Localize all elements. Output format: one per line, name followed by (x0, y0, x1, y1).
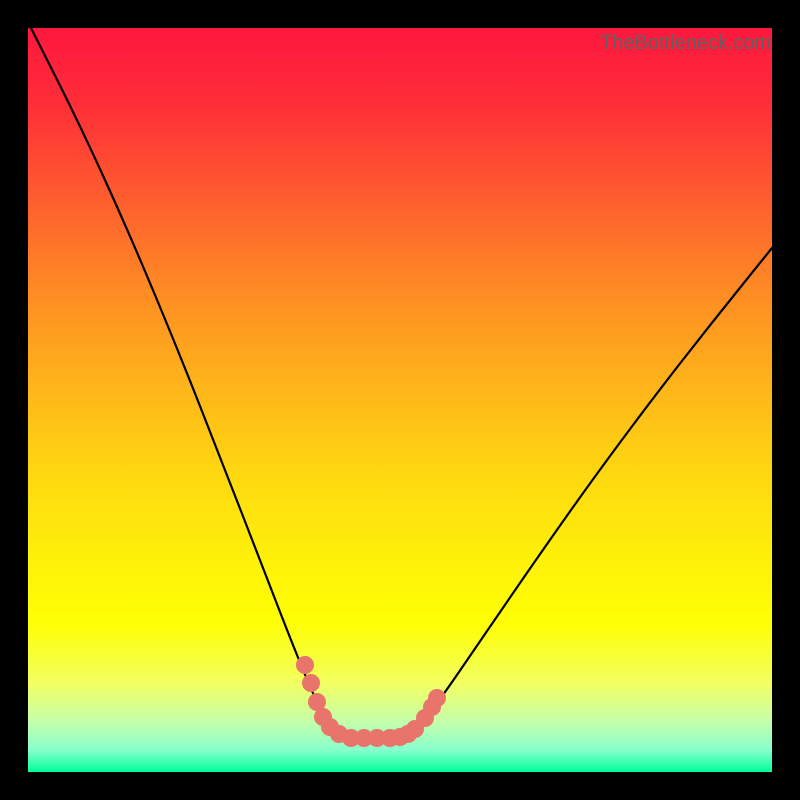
sample-dot (296, 656, 314, 674)
bottleneck-chart (28, 28, 772, 772)
gradient-background (28, 28, 772, 772)
sample-dot (302, 674, 320, 692)
sample-dot (428, 689, 446, 707)
watermark: TheBottleneck.com (600, 32, 771, 55)
